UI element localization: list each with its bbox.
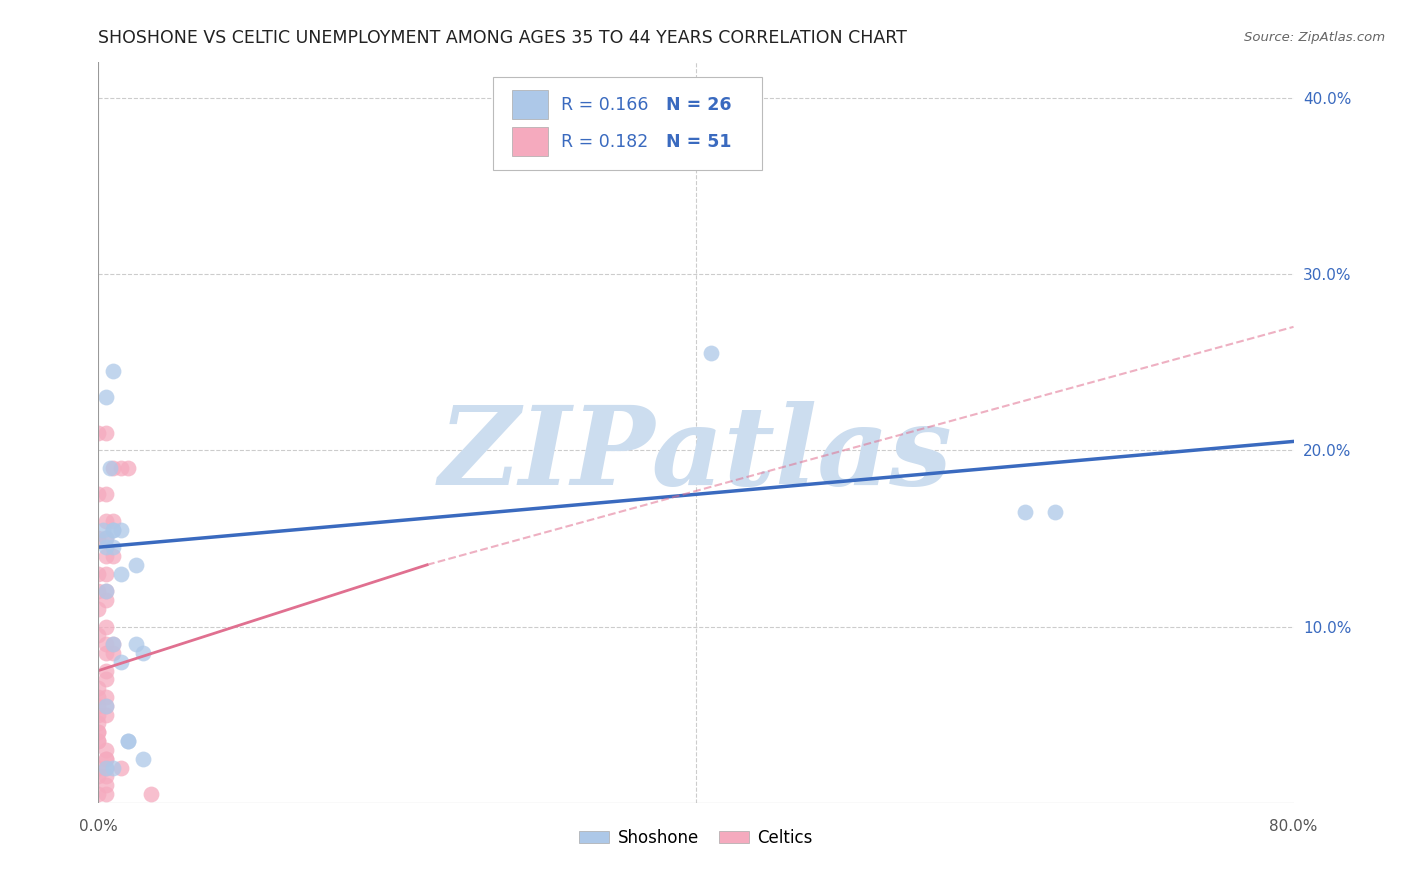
- Text: SHOSHONE VS CELTIC UNEMPLOYMENT AMONG AGES 35 TO 44 YEARS CORRELATION CHART: SHOSHONE VS CELTIC UNEMPLOYMENT AMONG AG…: [98, 29, 907, 47]
- Point: [94, 690, 117, 704]
- Point: [87, 425, 110, 440]
- Point: [94, 698, 117, 713]
- Point: [94, 698, 117, 713]
- Point: [110, 655, 132, 669]
- Point: [110, 461, 132, 475]
- Point: [103, 549, 125, 563]
- Point: [94, 673, 117, 687]
- Point: [87, 725, 110, 739]
- Point: [125, 637, 148, 651]
- Point: [94, 390, 117, 404]
- Point: [94, 787, 117, 801]
- Point: [94, 769, 117, 783]
- Point: [110, 523, 132, 537]
- Point: [94, 487, 117, 501]
- Point: [94, 619, 117, 633]
- FancyBboxPatch shape: [512, 90, 548, 120]
- Text: N = 26: N = 26: [666, 95, 731, 113]
- Point: [94, 760, 117, 774]
- Point: [94, 646, 117, 660]
- Point: [87, 681, 110, 696]
- Point: [94, 664, 117, 678]
- Point: [94, 752, 117, 766]
- Point: [700, 346, 723, 360]
- Point: [94, 584, 117, 599]
- Point: [1043, 505, 1066, 519]
- Point: [94, 760, 117, 774]
- Point: [87, 532, 110, 546]
- Point: [87, 602, 110, 616]
- Point: [94, 425, 117, 440]
- Point: [87, 628, 110, 642]
- Point: [110, 566, 132, 581]
- Point: [94, 584, 117, 599]
- Point: [103, 523, 125, 537]
- Point: [103, 523, 125, 537]
- Point: [94, 637, 117, 651]
- Point: [94, 707, 117, 722]
- Point: [87, 698, 110, 713]
- Point: [117, 461, 139, 475]
- Text: N = 51: N = 51: [666, 133, 731, 151]
- Point: [87, 734, 110, 748]
- Point: [94, 540, 117, 554]
- Point: [87, 734, 110, 748]
- Point: [87, 769, 110, 783]
- Point: [87, 787, 110, 801]
- Point: [94, 752, 117, 766]
- Point: [87, 707, 110, 722]
- Point: [94, 566, 117, 581]
- FancyBboxPatch shape: [512, 127, 548, 156]
- Point: [94, 549, 117, 563]
- Text: Source: ZipAtlas.com: Source: ZipAtlas.com: [1244, 31, 1385, 45]
- Point: [117, 734, 139, 748]
- Point: [94, 593, 117, 607]
- Text: ZIPatlas: ZIPatlas: [439, 401, 953, 508]
- Point: [91, 523, 114, 537]
- Point: [132, 646, 155, 660]
- Point: [103, 646, 125, 660]
- FancyBboxPatch shape: [494, 78, 762, 169]
- Point: [132, 752, 155, 766]
- Point: [94, 532, 117, 546]
- Point: [139, 787, 162, 801]
- Point: [87, 760, 110, 774]
- Point: [87, 566, 110, 581]
- Point: [98, 461, 122, 475]
- Point: [103, 637, 125, 651]
- Point: [87, 487, 110, 501]
- Point: [103, 637, 125, 651]
- Point: [94, 743, 117, 757]
- Text: R = 0.182: R = 0.182: [561, 133, 648, 151]
- Point: [103, 461, 125, 475]
- Point: [110, 760, 132, 774]
- Text: R = 0.166: R = 0.166: [561, 95, 648, 113]
- Point: [87, 584, 110, 599]
- Point: [103, 364, 125, 378]
- Point: [87, 716, 110, 731]
- Point: [94, 514, 117, 528]
- Point: [103, 514, 125, 528]
- Point: [103, 760, 125, 774]
- Point: [94, 778, 117, 792]
- Legend: Shoshone, Celtics: Shoshone, Celtics: [572, 822, 820, 854]
- Point: [1014, 505, 1036, 519]
- Point: [117, 734, 139, 748]
- Point: [103, 540, 125, 554]
- Point: [87, 725, 110, 739]
- Point: [87, 690, 110, 704]
- Point: [125, 558, 148, 572]
- Point: [94, 532, 117, 546]
